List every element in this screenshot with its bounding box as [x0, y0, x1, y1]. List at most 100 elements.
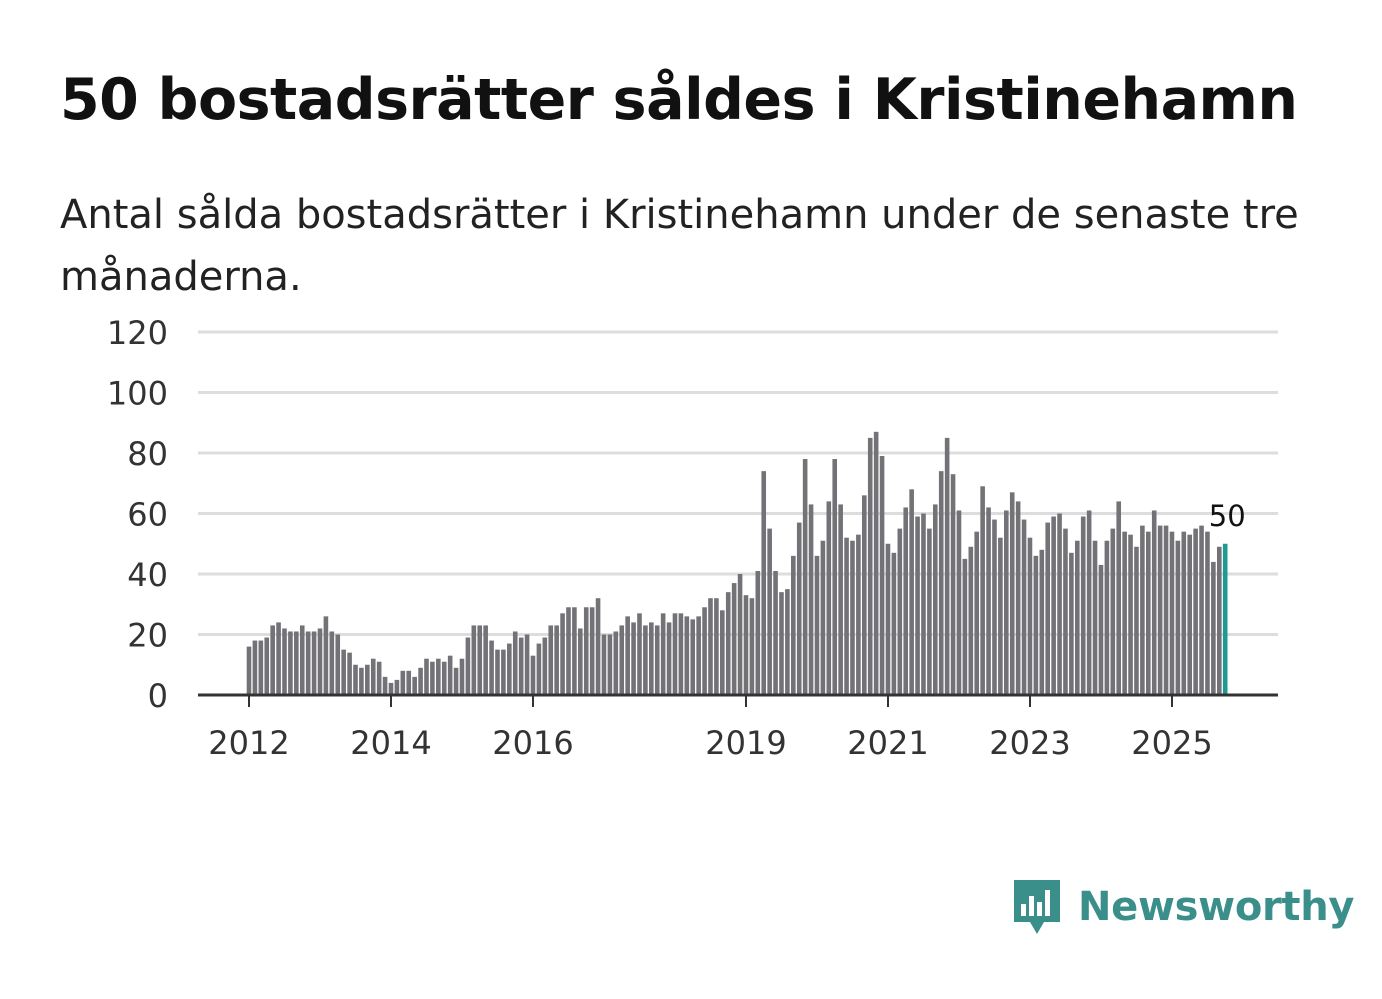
- bar: [341, 649, 346, 695]
- bar: [909, 489, 914, 695]
- newsworthy-logo-icon: [1014, 880, 1060, 934]
- bar: [678, 613, 684, 695]
- bar: [329, 631, 335, 695]
- bar: [968, 546, 974, 695]
- bar: [1098, 564, 1104, 695]
- bar: [873, 431, 879, 695]
- bar: [276, 622, 281, 695]
- bar: [294, 631, 299, 695]
- bar: [974, 531, 980, 695]
- bar: [471, 625, 477, 695]
- x-tick-label: 2012: [208, 724, 289, 762]
- bar: [1140, 525, 1145, 695]
- bar: [998, 537, 1003, 695]
- bar: [1021, 519, 1027, 695]
- bar: [1069, 552, 1074, 695]
- bar: [743, 595, 749, 695]
- bar: [459, 658, 465, 695]
- bar: [613, 631, 619, 695]
- bar: [1122, 531, 1127, 695]
- bar: [512, 631, 518, 695]
- bar: [572, 607, 577, 695]
- bar: [891, 552, 897, 695]
- bar: [654, 625, 660, 695]
- bar: [980, 486, 985, 695]
- bar: [365, 664, 370, 695]
- bar: [921, 513, 926, 695]
- bar: [933, 504, 938, 695]
- bar: [412, 676, 417, 695]
- bar: [808, 504, 814, 695]
- bar: [388, 682, 394, 695]
- bar: [649, 622, 654, 695]
- bar: [264, 637, 270, 695]
- bar: [311, 631, 317, 695]
- bar: [879, 456, 885, 695]
- bar: [501, 649, 506, 695]
- bar: [424, 658, 429, 695]
- bar: [791, 555, 796, 695]
- bar: [927, 528, 932, 695]
- bar: [820, 540, 826, 695]
- bar: [838, 504, 843, 695]
- bar: [323, 616, 329, 695]
- x-tick-label: 2023: [989, 724, 1070, 762]
- bar: [566, 607, 571, 695]
- bar: [714, 598, 719, 695]
- bar: [252, 640, 258, 695]
- bar: [986, 507, 991, 695]
- x-tick-label: 2019: [705, 724, 786, 762]
- bar: [666, 622, 672, 695]
- bar: [353, 664, 358, 695]
- bar: [1216, 546, 1222, 695]
- bar: [672, 613, 678, 695]
- bar: [1033, 555, 1039, 695]
- bar: [885, 543, 891, 695]
- chart-title: 50 bostadsrätter såldes i Kristinehamn: [60, 67, 1298, 133]
- y-tick-label: 80: [127, 435, 168, 473]
- bar: [779, 592, 784, 695]
- bar: [897, 528, 903, 695]
- bar: [447, 655, 453, 695]
- bar: [406, 670, 412, 695]
- bar: [826, 501, 832, 695]
- bar: [1134, 546, 1139, 695]
- last-value-label: 50: [1209, 499, 1246, 533]
- bar: [1205, 531, 1210, 695]
- x-tick-label: 2016: [492, 724, 573, 762]
- bar: [643, 625, 648, 695]
- bar: [530, 655, 536, 695]
- bar: [1086, 510, 1092, 695]
- bar: [737, 574, 743, 695]
- bar: [702, 607, 707, 695]
- bar: [477, 625, 483, 695]
- bar-chart: 0 20 40 60 80 100 120 2012 2014 2016 2019 2021 2023…: [107, 314, 1278, 762]
- bar: [619, 625, 625, 695]
- y-tick-label: 0: [148, 677, 168, 715]
- bar: [258, 640, 264, 695]
- bar: [962, 558, 968, 695]
- bar: [270, 625, 275, 695]
- bar: [453, 667, 459, 695]
- bar: [731, 583, 737, 695]
- bar: [483, 625, 488, 695]
- grid-lines: [198, 330, 1278, 636]
- bar: [862, 495, 867, 695]
- bar: [382, 676, 388, 695]
- bar: [785, 589, 790, 695]
- bar: [850, 540, 855, 695]
- bar: [1169, 531, 1175, 695]
- bar: [282, 628, 287, 695]
- bar: [589, 607, 595, 695]
- bar: [317, 628, 323, 695]
- bar: [507, 643, 512, 695]
- bar: [1187, 534, 1193, 695]
- bar: [720, 610, 725, 695]
- bar: [915, 516, 920, 695]
- bar: [814, 555, 820, 695]
- bar: [554, 625, 559, 695]
- bar: [394, 679, 400, 695]
- bar: [1163, 525, 1169, 695]
- bar: [430, 661, 435, 695]
- bar: [489, 640, 494, 695]
